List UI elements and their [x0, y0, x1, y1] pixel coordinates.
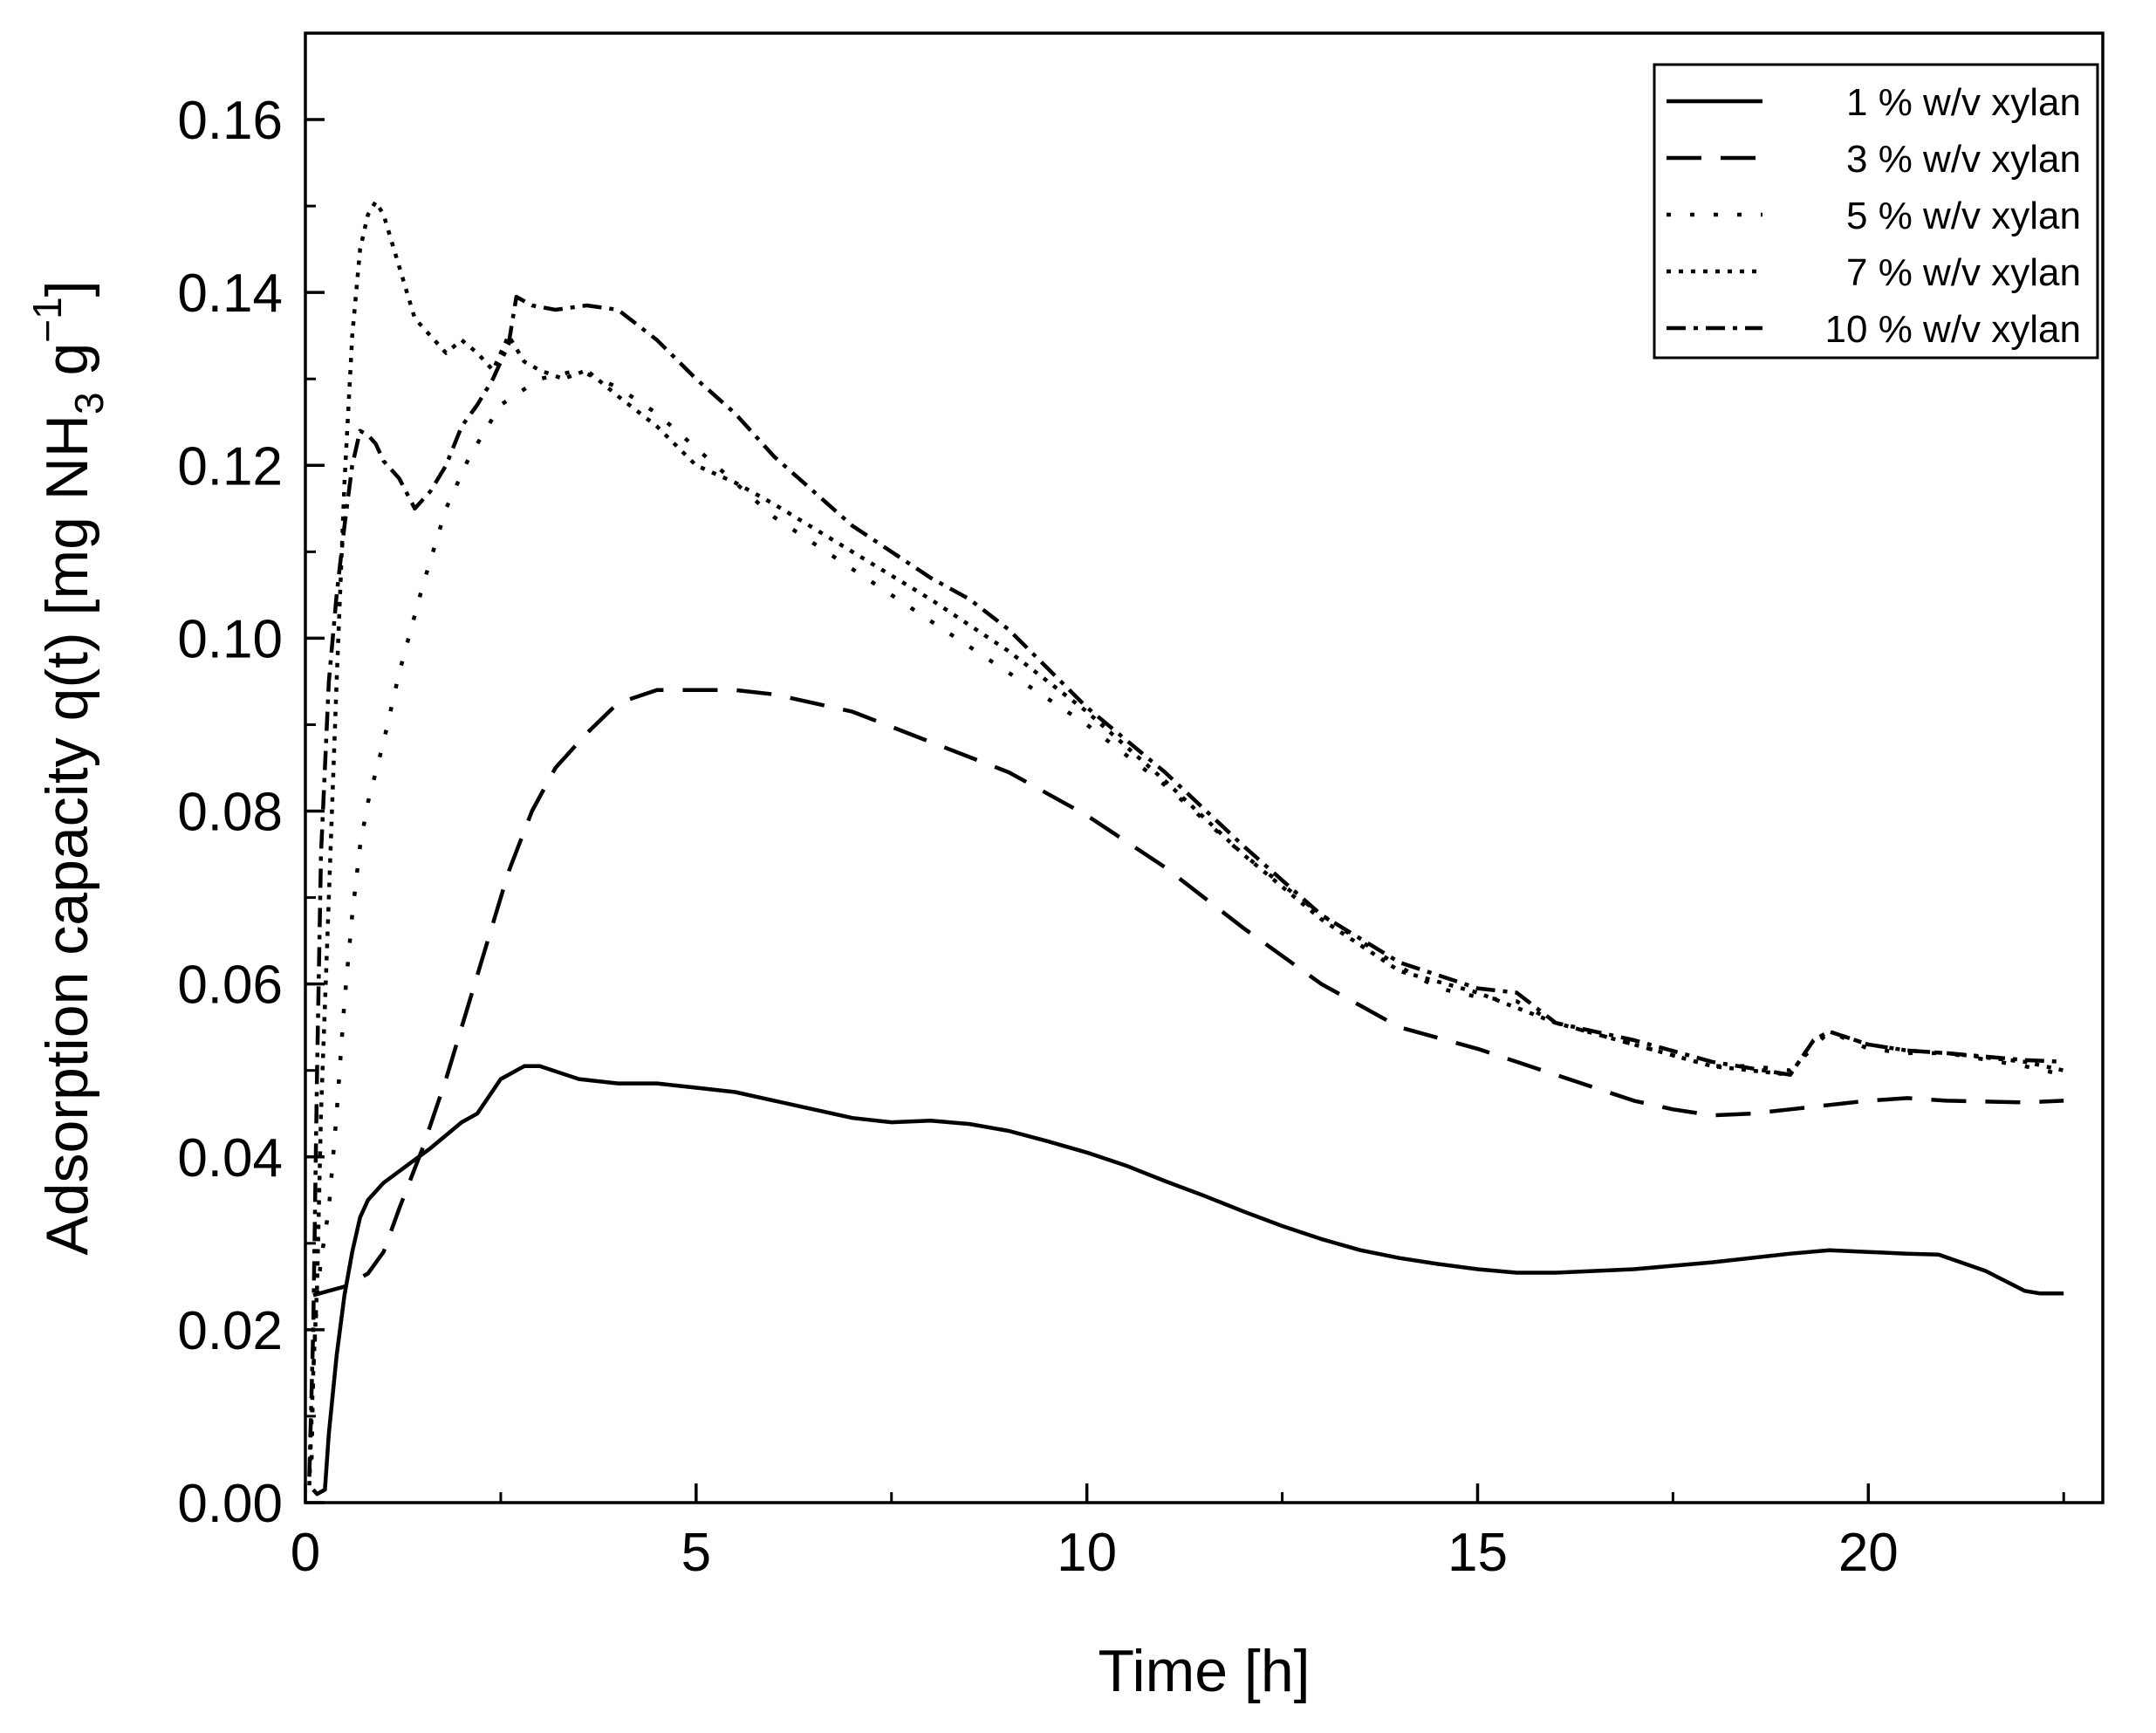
x-tick-label: 5: [681, 1523, 711, 1583]
x-tick-label: 10: [1057, 1523, 1117, 1583]
legend-label-4: 7 % w/v xylan: [1846, 251, 2081, 294]
series-layer: [307, 199, 2064, 1497]
y-axis: 0.00 0.02 0.04 0.06 0.08 0.10 0.12 0.14 0.16: [177, 91, 325, 1534]
y-axis-title-main: Adsorption capacity q(t) [mg NH: [34, 414, 100, 1256]
y-tick-label: 0.04: [177, 1128, 283, 1188]
y-tick-label: 0.14: [177, 264, 283, 324]
series-line-4: [307, 199, 2064, 1486]
legend: 1 % w/v xylan 3 % w/v xylan 5 % w/v xylan 7…: [1653, 63, 2099, 360]
series-line-1: [311, 1064, 2064, 1497]
series-line-3: [309, 368, 2064, 1460]
y-tick-label: 0.06: [177, 956, 283, 1016]
x-tick-label: 0: [291, 1523, 320, 1583]
y-tick-label: 0.12: [177, 436, 283, 497]
y-tick-label: 0.02: [177, 1301, 283, 1361]
legend-box: [1653, 63, 2099, 360]
legend-label-3: 5 % w/v xylan: [1846, 195, 2081, 237]
legend-entries: 1 % w/v xylan 3 % w/v xylan 5 % w/v xylan 7…: [1667, 81, 2081, 351]
y-axis-title-middle: g: [34, 343, 100, 393]
x-axis: 0 5 10 15 20: [291, 1483, 2065, 1583]
legend-label-1: 1 % w/v xylan: [1846, 81, 2081, 124]
y-axis-title-superscript: −1: [24, 297, 70, 342]
legend-label-2: 3 % w/v xylan: [1846, 138, 2081, 181]
y-tick-label: 0.00: [177, 1474, 283, 1534]
x-tick-label: 20: [1838, 1523, 1899, 1583]
y-axis-title: Adsorption capacity q(t) [mg NH3 g−1]: [24, 280, 112, 1255]
legend-label-5: 10 % w/v xylan: [1825, 308, 2081, 351]
x-axis-title: Time [h]: [1098, 1638, 1310, 1704]
y-tick-label: 0.08: [177, 783, 283, 843]
y-axis-title-subscript: 3: [66, 392, 112, 414]
x-tick-label: 15: [1448, 1523, 1508, 1583]
series-line-2: [312, 688, 2064, 1298]
y-tick-label: 0.16: [177, 91, 283, 151]
y-axis-title-end: ]: [34, 280, 100, 297]
series-line-5: [307, 294, 2064, 1477]
y-tick-label: 0.10: [177, 609, 283, 669]
plot-frame: [304, 31, 2105, 1504]
